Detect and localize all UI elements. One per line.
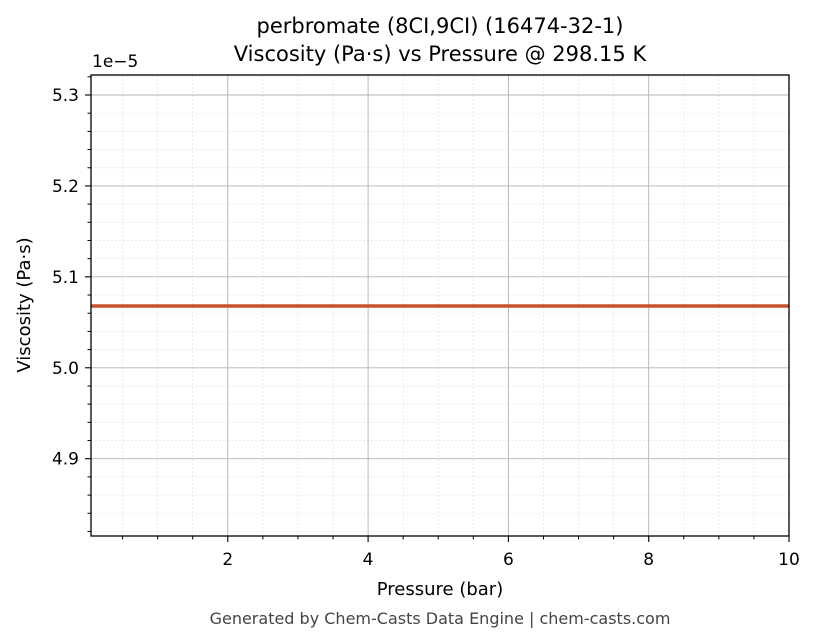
y-axis-label: Viscosity (Pa·s) <box>14 237 35 372</box>
x-tick-label: 6 <box>503 550 514 570</box>
chart-title: perbromate (8CI,9CI) (16474-32-1) <box>257 14 624 38</box>
x-tick-label: 8 <box>643 550 654 570</box>
y-tick-label: 5.3 <box>52 86 79 106</box>
y-tick-label: 5.2 <box>52 177 79 197</box>
y-offset-label: 1e−5 <box>92 52 138 72</box>
x-tick-label: 4 <box>363 550 374 570</box>
x-tick-label: 10 <box>778 550 800 570</box>
chart-subtitle: Viscosity (Pa·s) vs Pressure @ 298.15 K <box>234 42 648 66</box>
y-tick-label: 5.0 <box>52 359 79 379</box>
x-axis-label: Pressure (bar) <box>377 579 503 600</box>
x-tick-label: 2 <box>222 550 233 570</box>
minor-grid <box>91 75 789 536</box>
y-tick-label: 5.1 <box>52 268 79 288</box>
y-tick-label: 4.9 <box>52 450 79 470</box>
plot-frame <box>90 74 790 537</box>
axis-ticks: 2 4 6 8 10 4.9 5.0 5.1 5.2 5.3 <box>52 76 800 570</box>
footer-credit: Generated by Chem-Casts Data Engine | ch… <box>210 609 671 628</box>
